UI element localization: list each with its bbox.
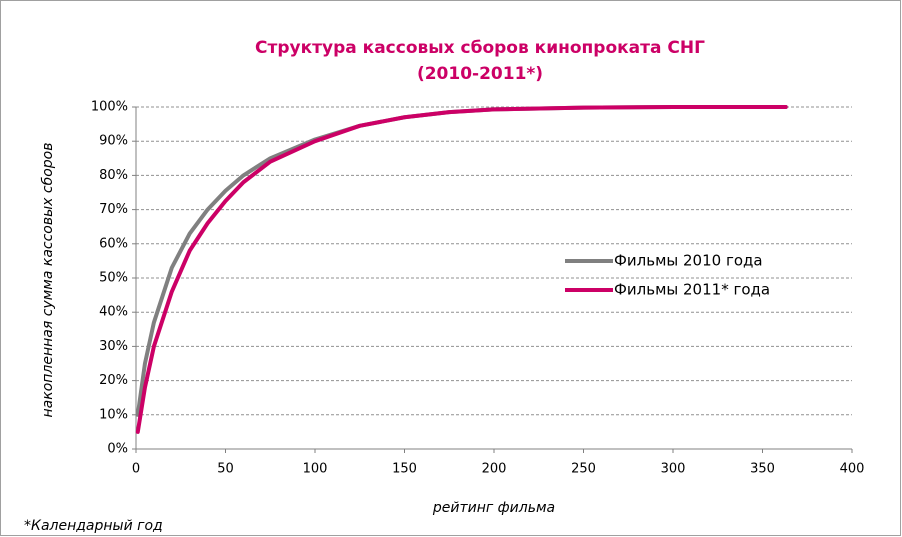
x-tick-label: 100 bbox=[303, 462, 328, 477]
x-tick-label: 50 bbox=[217, 462, 234, 477]
y-tick-label: 60% bbox=[99, 236, 128, 251]
y-tick-label: 100% bbox=[91, 100, 128, 115]
y-tick-label: 90% bbox=[99, 134, 128, 149]
y-tick-label: 50% bbox=[99, 271, 128, 286]
x-tick-label: 350 bbox=[750, 462, 775, 477]
x-tick-label: 250 bbox=[571, 462, 596, 477]
x-tick-label: 200 bbox=[482, 462, 507, 477]
y-tick-label: 20% bbox=[99, 373, 128, 388]
y-tick-label: 40% bbox=[99, 305, 128, 320]
x-tick-label: 0 bbox=[132, 462, 140, 477]
chart-subtitle: (2010-2011*) bbox=[417, 64, 543, 84]
legend-label: Фильмы 2010 года bbox=[614, 252, 763, 270]
y-tick-label: 30% bbox=[99, 339, 128, 354]
y-tick-label: 80% bbox=[99, 168, 128, 183]
chart-title: Структура кассовых сборов кинопроката СН… bbox=[255, 38, 705, 58]
footnote: *Календарный год bbox=[24, 518, 163, 534]
x-tick-label: 150 bbox=[392, 462, 417, 477]
series-line bbox=[135, 105, 788, 434]
y-tick-label: 0% bbox=[107, 442, 128, 457]
y-axis-label: накопленная сумма кассовых сборов bbox=[40, 143, 56, 418]
x-tick-label: 400 bbox=[840, 462, 865, 477]
y-tick-label: 70% bbox=[99, 202, 128, 217]
y-tick-label: 10% bbox=[99, 407, 128, 422]
legend-label: Фильмы 2011* года bbox=[614, 281, 770, 299]
x-axis-label: рейтинг фильма bbox=[432, 500, 555, 516]
x-tick-label: 300 bbox=[661, 462, 686, 477]
